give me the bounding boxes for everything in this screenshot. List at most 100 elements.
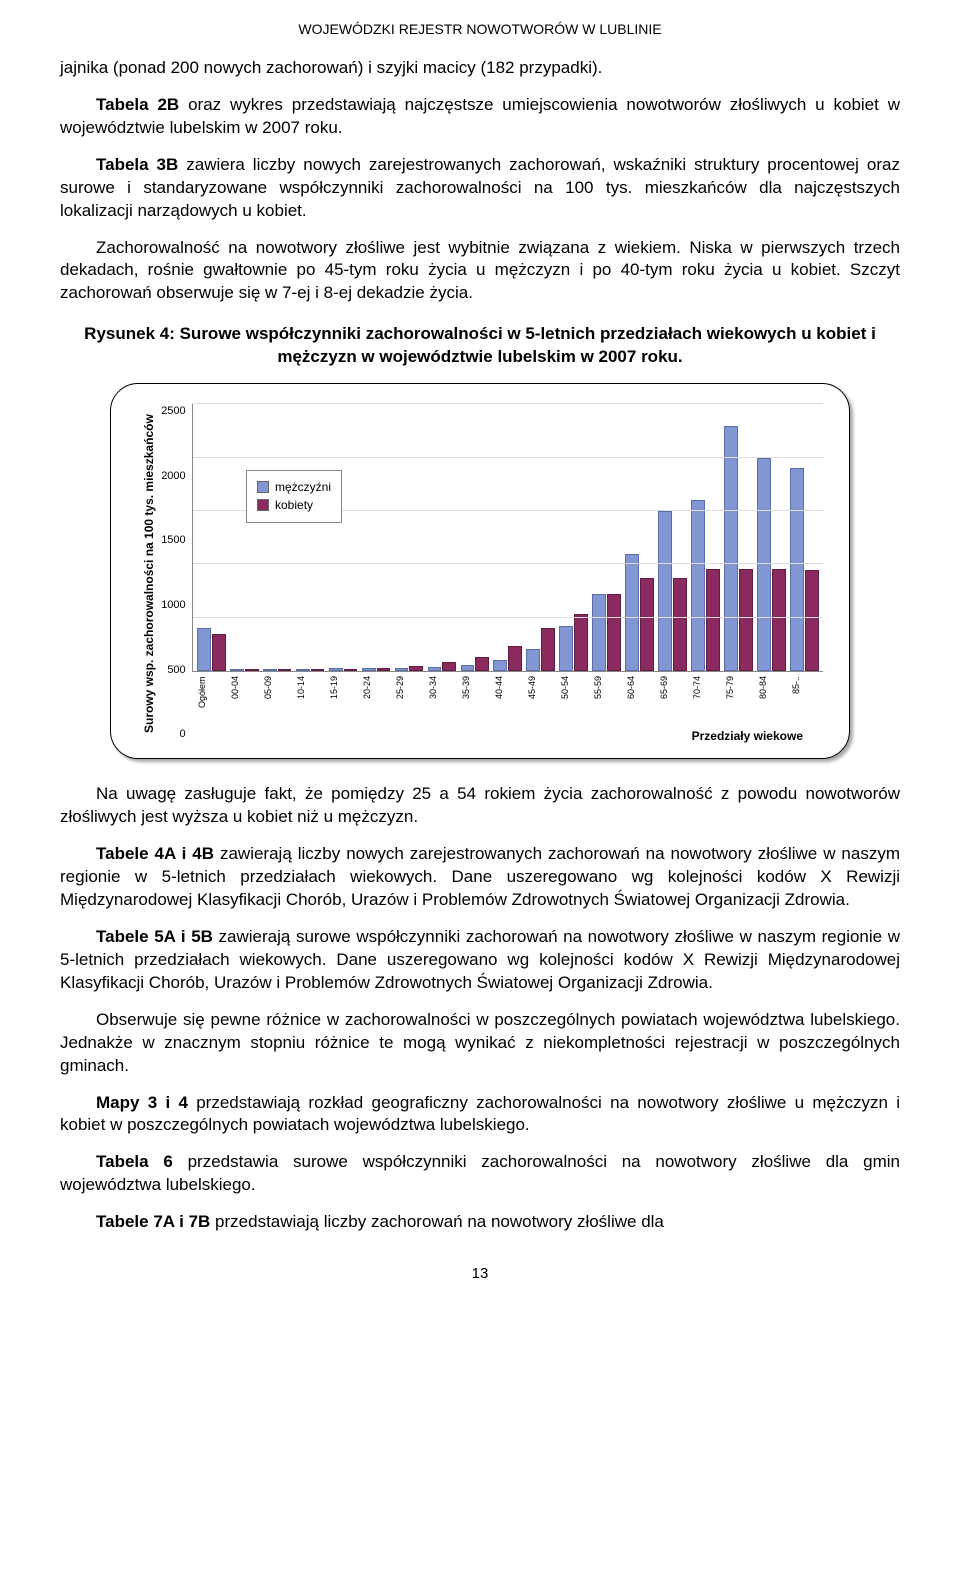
x-tick: 30-34 — [427, 676, 456, 724]
bar-group — [526, 404, 555, 671]
x-tick: 50-54 — [559, 676, 588, 724]
x-tick: 55-59 — [592, 676, 621, 724]
x-tick: 20-24 — [361, 676, 390, 724]
y-tick: 2500 — [161, 404, 185, 419]
bar-male — [658, 511, 672, 671]
bar-group — [592, 404, 621, 671]
bar-group — [790, 404, 819, 671]
x-tick: 15-19 — [328, 676, 357, 724]
bar-female — [409, 666, 423, 671]
y-axis-ticks: 25002000150010005000 — [161, 404, 191, 744]
tabele-7a7b-label: Tabele 7A i 7B — [96, 1212, 210, 1231]
bar-male — [296, 669, 310, 671]
bar-female — [772, 569, 786, 671]
bar-female — [212, 634, 226, 671]
bar-female — [739, 569, 753, 671]
x-tick: 35-39 — [460, 676, 489, 724]
paragraph-11-body: przedstawiają liczby zachorowań na nowot… — [210, 1212, 664, 1231]
bar-male — [691, 500, 705, 671]
y-tick: 500 — [161, 663, 185, 678]
x-tick: 60-64 — [625, 676, 654, 724]
bar-female — [673, 578, 687, 671]
chart-title: Rysunek 4: Surowe współczynniki zachorow… — [60, 323, 900, 369]
bar-male — [263, 669, 277, 671]
tabela-2b-label: Tabela 2B — [96, 95, 179, 114]
bar-male — [461, 665, 475, 671]
bars-row — [193, 404, 823, 671]
bar-group — [691, 404, 720, 671]
paragraph-5: Na uwagę zasługuje fakt, że pomiędzy 25 … — [60, 783, 900, 829]
bar-male — [526, 649, 540, 671]
gridline — [193, 563, 823, 564]
paragraph-10: Tabela 6 przedstawia surowe współczynnik… — [60, 1151, 900, 1197]
chart-frame: Surowy wsp. zachorowalności na 100 tys. … — [110, 383, 850, 759]
bar-female — [640, 578, 654, 671]
y-axis-label: Surowy wsp. zachorowalności na 100 tys. … — [137, 404, 161, 744]
y-tick: 1000 — [161, 598, 185, 613]
x-tick: Ogółem — [196, 676, 225, 724]
bar-group — [658, 404, 687, 671]
swatch-female — [257, 499, 269, 511]
x-axis-label: Przedziały wiekowe — [192, 724, 823, 744]
tabela-3b-label: Tabela 3B — [96, 155, 178, 174]
x-tick: 40-44 — [493, 676, 522, 724]
tabela-6-label: Tabela 6 — [96, 1152, 173, 1171]
x-tick: 10-14 — [295, 676, 324, 724]
x-tick: 05-09 — [262, 676, 291, 724]
tabele-5a5b-label: Tabele 5A i 5B — [96, 927, 213, 946]
bar-male — [790, 468, 804, 671]
paragraph-3-body: zawiera liczby nowych zarejestrowanych z… — [60, 155, 900, 220]
chart-plot — [192, 404, 823, 672]
paragraph-2-body: oraz wykres przedstawiają najczęstsze um… — [60, 95, 900, 137]
bar-female — [245, 669, 259, 671]
x-tick: 00-04 — [229, 676, 258, 724]
bar-group — [460, 404, 489, 671]
paragraph-10-body: przedstawia surowe współczynniki zachoro… — [60, 1152, 900, 1194]
bar-female — [607, 594, 621, 671]
legend-female-label: kobiety — [275, 497, 313, 513]
bar-group — [757, 404, 786, 671]
tabele-4a4b-label: Tabele 4A i 4B — [96, 844, 214, 863]
bar-female — [805, 570, 819, 671]
bar-group — [427, 404, 456, 671]
bar-female — [475, 657, 489, 671]
legend-female: kobiety — [257, 497, 331, 513]
paragraph-2: Tabela 2B oraz wykres przedstawiają najc… — [60, 94, 900, 140]
bar-male — [724, 426, 738, 671]
x-tick: 70-74 — [691, 676, 720, 724]
bar-group — [263, 404, 292, 671]
bar-female — [377, 668, 391, 671]
bar-male — [329, 668, 343, 671]
bar-male — [230, 669, 244, 671]
gridline — [193, 403, 823, 404]
bar-male — [197, 628, 211, 671]
bar-group — [329, 404, 358, 671]
bar-group — [230, 404, 259, 671]
paragraph-7: Tabele 5A i 5B zawierają surowe współczy… — [60, 926, 900, 995]
bar-group — [362, 404, 391, 671]
legend-male-label: mężczyźni — [275, 479, 331, 495]
x-tick: 85-.. — [790, 676, 819, 724]
bar-female — [541, 628, 555, 671]
page-header: WOJEWÓDZKI REJESTR NOWOTWORÓW W LUBLINIE — [60, 20, 900, 39]
bar-group — [625, 404, 654, 671]
x-tick: 75-79 — [724, 676, 753, 724]
bar-group — [197, 404, 226, 671]
bar-group — [559, 404, 588, 671]
bar-group — [493, 404, 522, 671]
bar-group — [296, 404, 325, 671]
bar-female — [278, 669, 292, 671]
bar-female — [344, 669, 358, 671]
paragraph-11: Tabele 7A i 7B przedstawiają liczby zach… — [60, 1211, 900, 1234]
chart-legend: mężczyźni kobiety — [246, 470, 342, 522]
gridline — [193, 617, 823, 618]
bar-female — [508, 646, 522, 671]
bar-male — [362, 668, 376, 671]
paragraph-6: Tabele 4A i 4B zawierają liczby nowych z… — [60, 843, 900, 912]
bar-female — [442, 662, 456, 671]
gridline — [193, 457, 823, 458]
bar-male — [559, 626, 573, 671]
bar-male — [592, 594, 606, 671]
bar-group — [724, 404, 753, 671]
paragraph-1: jajnika (ponad 200 nowych zachorowań) i … — [60, 57, 900, 80]
